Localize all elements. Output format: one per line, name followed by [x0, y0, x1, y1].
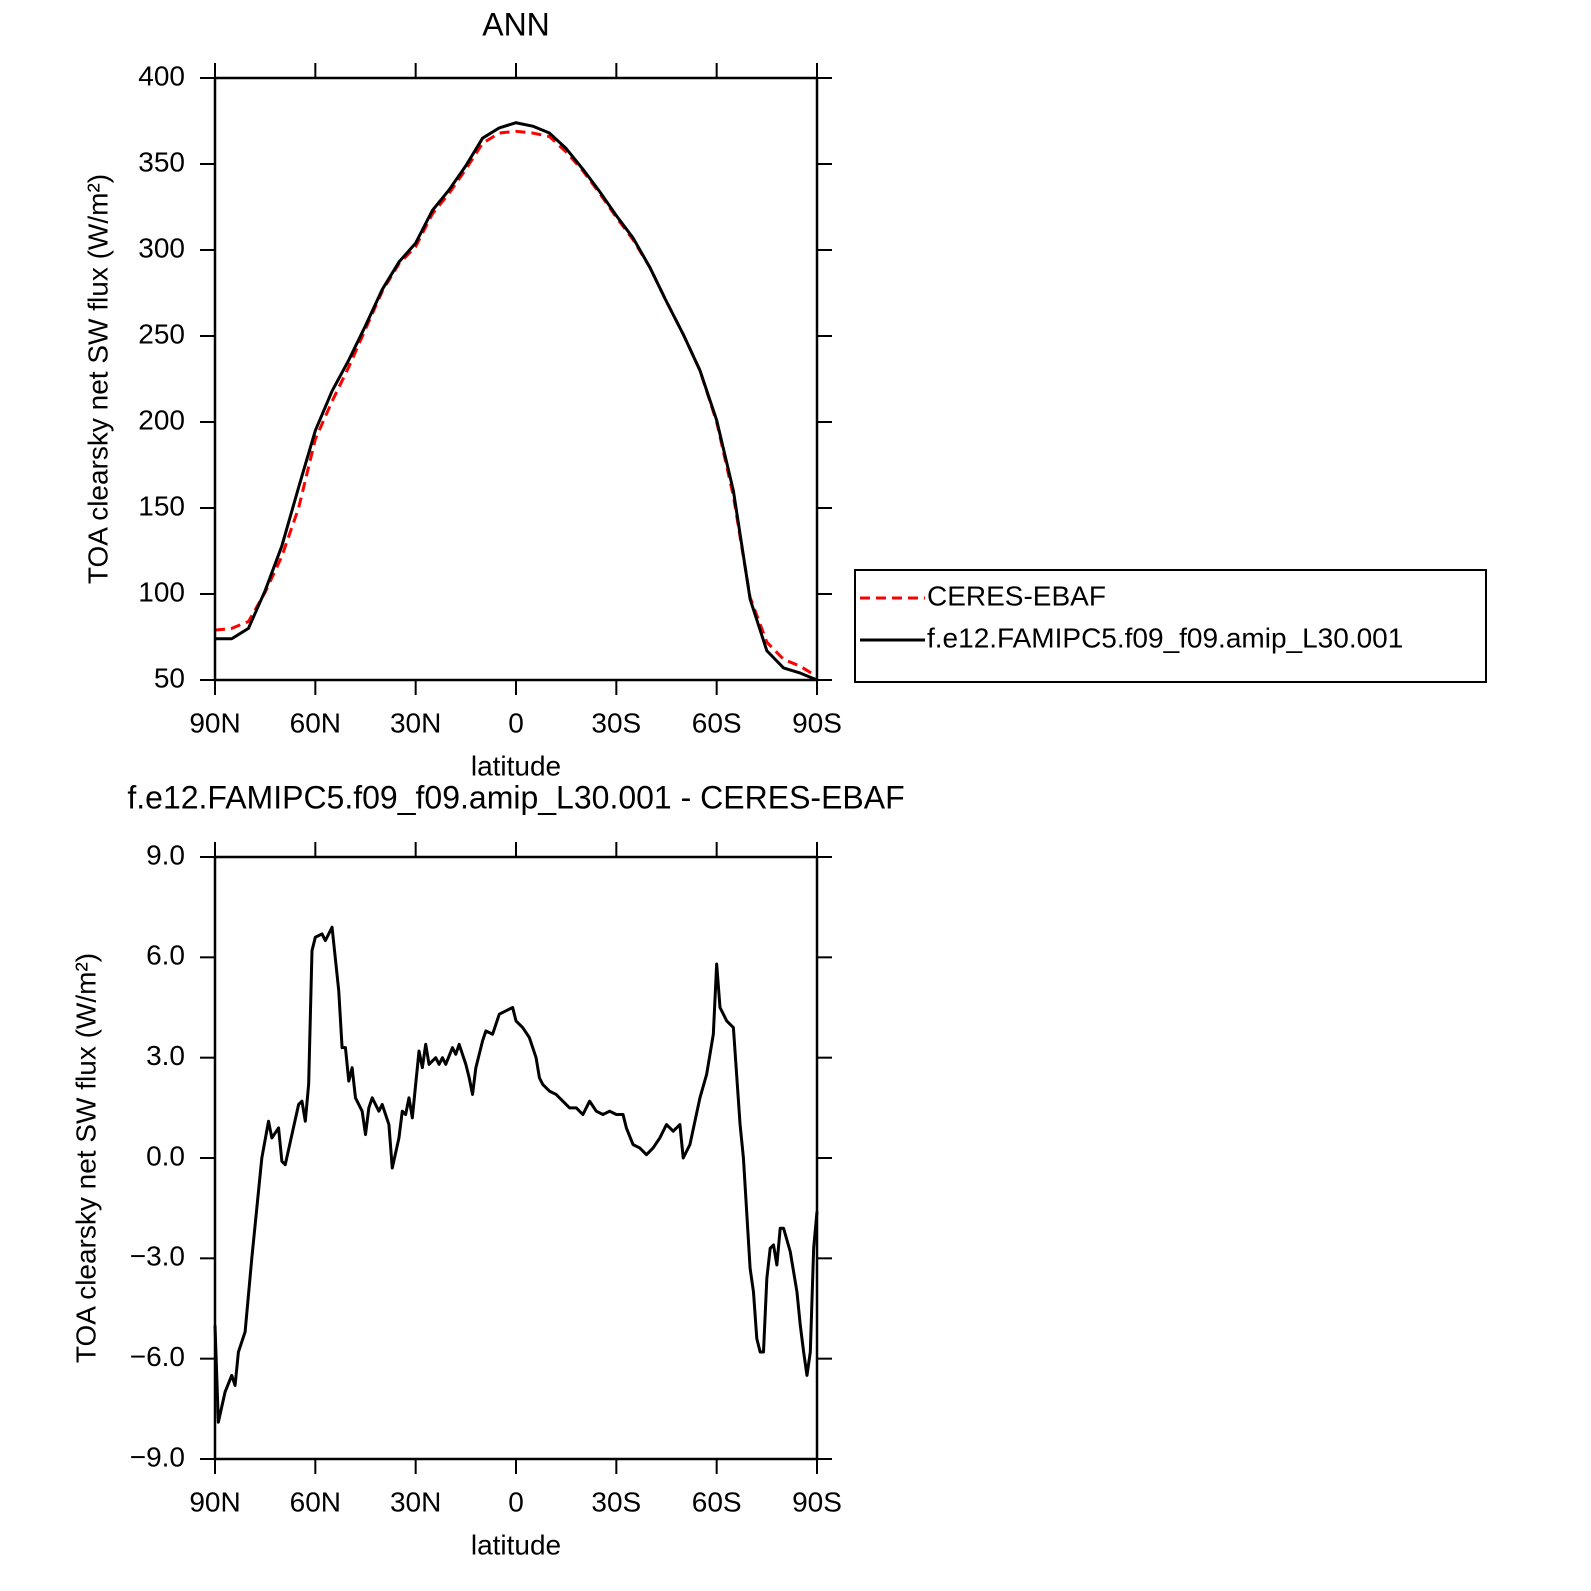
x-tick-label: 60S [692, 707, 742, 738]
y-tick-label: 250 [138, 318, 185, 349]
x-tick-label: 60N [290, 707, 341, 738]
x-tick-label: 90N [189, 707, 240, 738]
x-tick-label: 90N [189, 1486, 240, 1517]
x-tick-label: 90S [792, 1486, 842, 1517]
y-tick-label: 100 [138, 576, 185, 607]
plot-frame [213, 855, 819, 1461]
x-tick-label: 30N [390, 707, 441, 738]
y-tick-label: −9.0 [130, 1441, 185, 1472]
y-tick-label: 350 [138, 146, 185, 177]
y-tick-label: 150 [138, 490, 185, 521]
y-tick-label: 9.0 [146, 839, 185, 870]
y-axis-label: TOA clearsky net SW flux (W/m²) [82, 174, 113, 584]
chart-title: ANN [482, 6, 550, 42]
chart-title: f.e12.FAMIPC5.f09_f09.amip_L30.001 - CER… [127, 779, 904, 815]
legend-label: CERES-EBAF [927, 580, 1106, 611]
x-axis-label: latitude [471, 750, 561, 781]
x-axis-label: latitude [471, 1529, 561, 1560]
y-tick-label: −6.0 [130, 1341, 185, 1372]
y-tick-label: 400 [138, 60, 185, 91]
y-tick-label: 0.0 [146, 1140, 185, 1171]
x-tick-label: 60N [290, 1486, 341, 1517]
y-tick-label: 300 [138, 232, 185, 263]
legend-box [854, 569, 1487, 683]
y-tick-label: 6.0 [146, 940, 185, 971]
x-tick-label: 30S [591, 707, 641, 738]
y-axis-label: TOA clearsky net SW flux (W/m²) [70, 953, 101, 1363]
x-tick-label: 90S [792, 707, 842, 738]
x-tick-label: 30N [390, 1486, 441, 1517]
y-tick-label: 3.0 [146, 1040, 185, 1071]
line-series [213, 925, 819, 1424]
x-tick-label: 60S [692, 1486, 742, 1517]
y-tick-label: 50 [154, 662, 185, 693]
line-series [215, 121, 818, 682]
x-tick-label: 0 [508, 707, 524, 738]
x-tick-label: 30S [591, 1486, 641, 1517]
plot-frame [213, 76, 819, 682]
y-tick-label: −3.0 [130, 1241, 185, 1272]
x-tick-label: 0 [508, 1486, 524, 1517]
line-series [214, 129, 818, 678]
legend-label: f.e12.FAMIPC5.f09_f09.amip_L30.001 [927, 622, 1403, 653]
y-tick-label: 200 [138, 404, 185, 435]
